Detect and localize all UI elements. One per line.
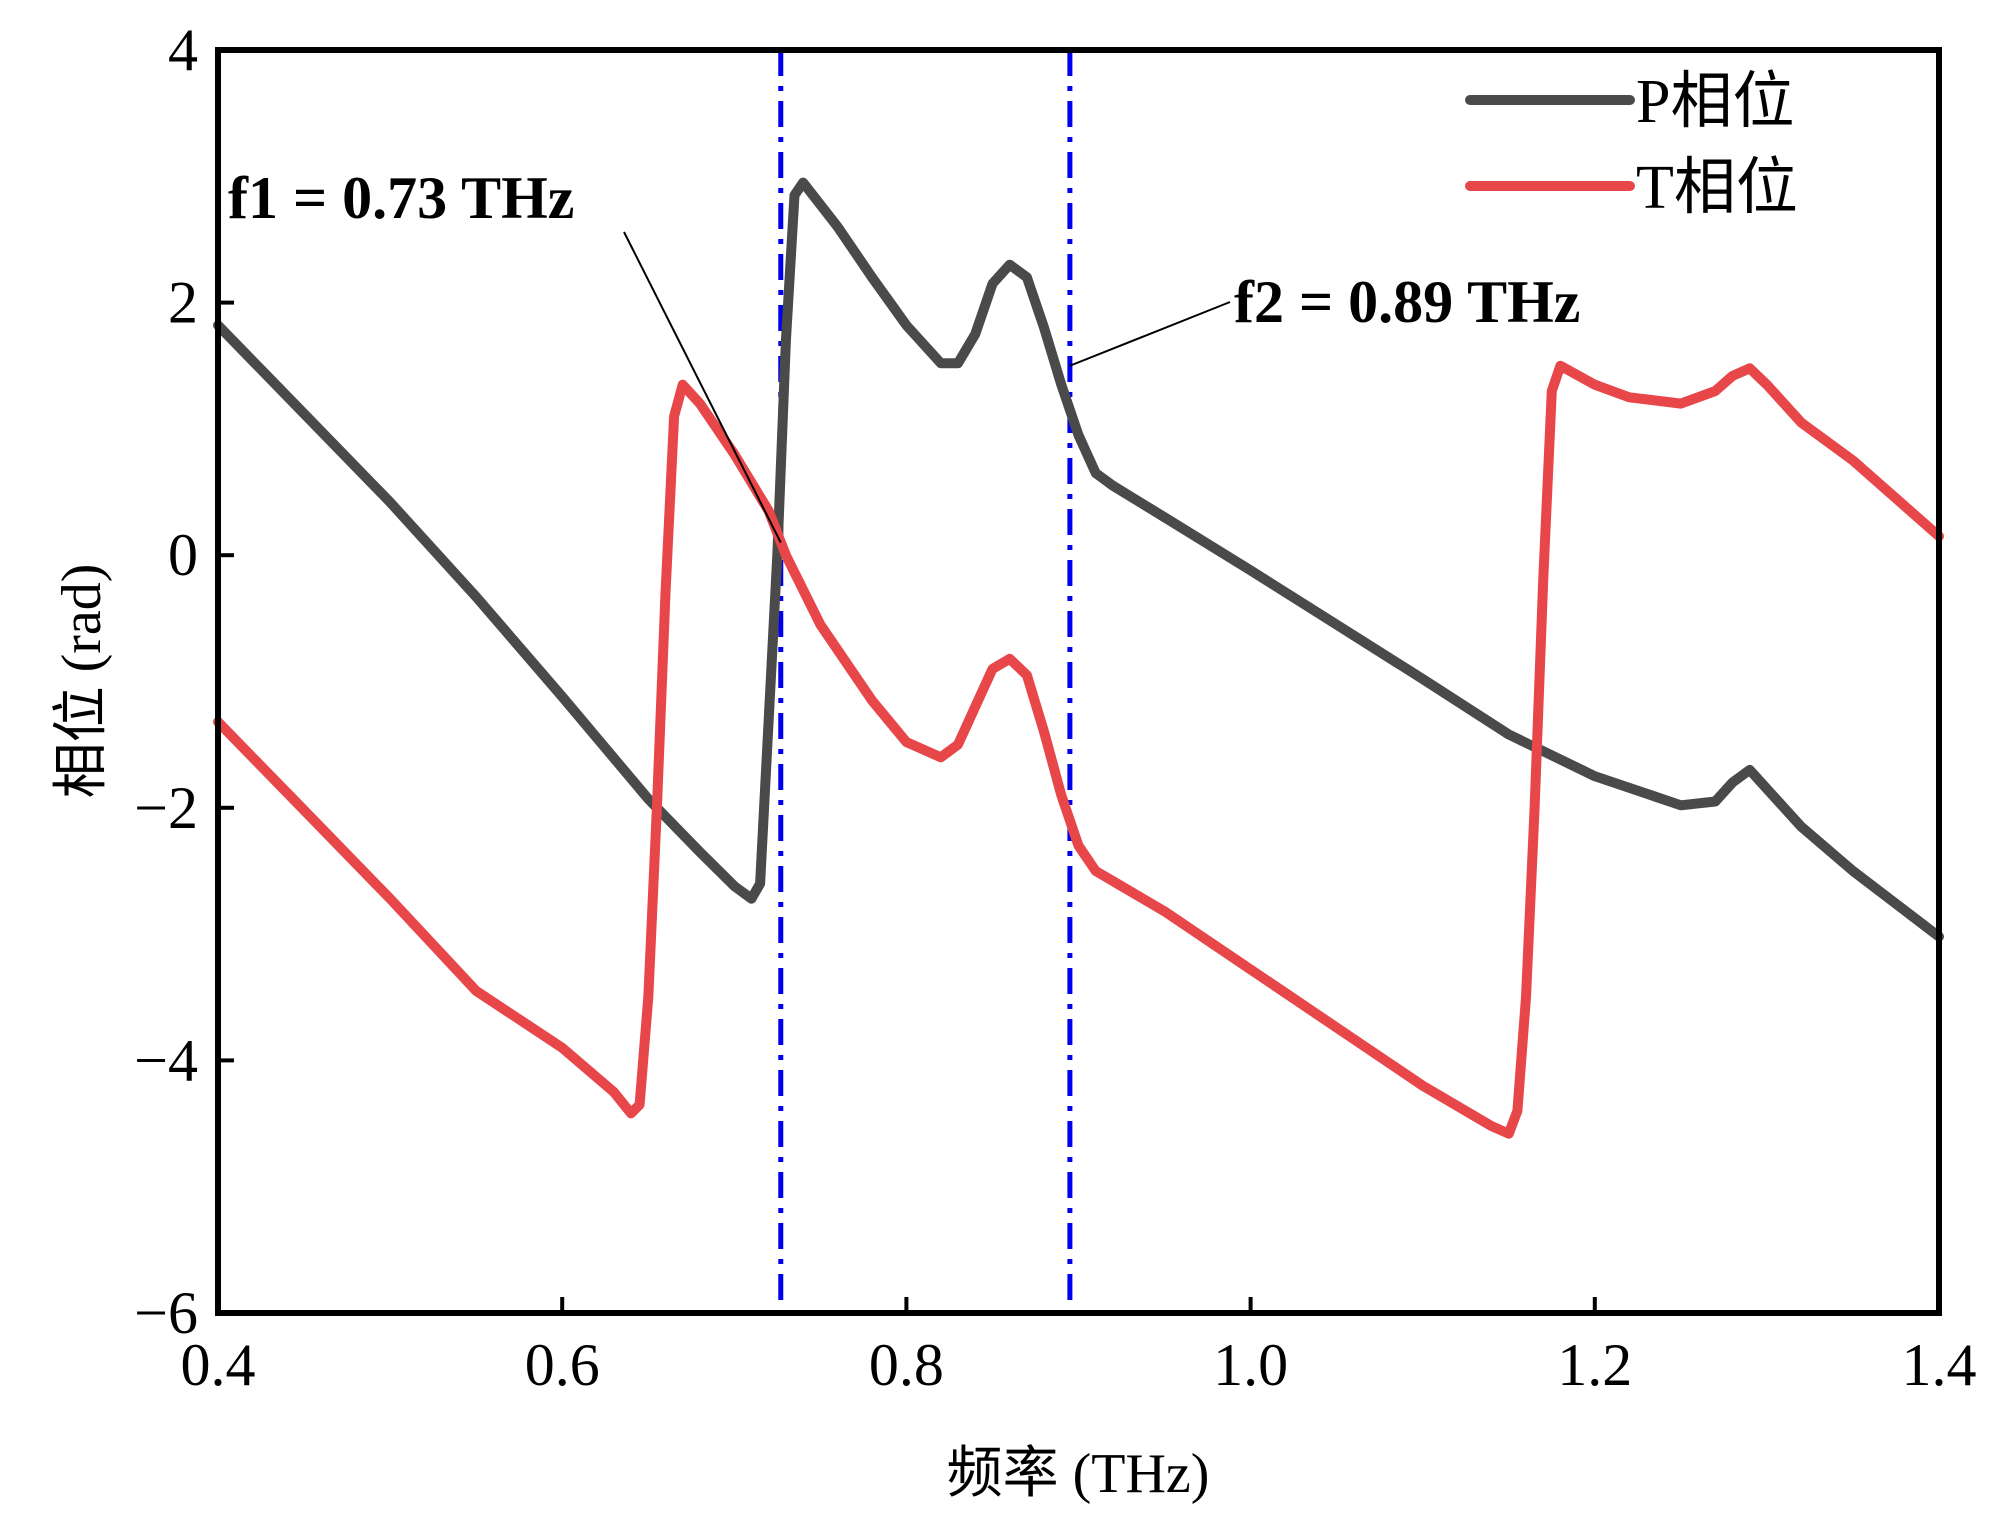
- x-tick-label: 1.2: [1557, 1332, 1632, 1398]
- annotation-leader-f1: [623, 231, 782, 544]
- series-line-t: [213, 360, 1944, 1139]
- plot-frame: [215, 47, 1942, 1316]
- reference-lines: [778, 50, 1073, 1313]
- x-axis-title: 频率 (THz): [947, 1443, 1210, 1505]
- y-tick-label: 0: [168, 522, 198, 588]
- legend: P相位 T相位: [1465, 68, 1798, 222]
- legend-label-p: P相位: [1636, 68, 1794, 136]
- y-tick-label: −2: [134, 775, 198, 841]
- annotation-leader-f2: [1069, 301, 1231, 367]
- x-tick-label: 0.4: [181, 1332, 256, 1398]
- y-tick-label: 2: [168, 270, 198, 336]
- tick-marks: [216, 48, 1941, 1315]
- annotation-f1: f1 = 0.73 THz: [228, 165, 574, 231]
- x-tick-labels: 0.4 0.6 0.8 1.0 1.2 1.4: [181, 1332, 1977, 1398]
- y-tick-label: −4: [134, 1027, 198, 1093]
- annotation-f2: f2 = 0.89 THz: [1234, 269, 1580, 335]
- annotations: f1 = 0.73 THz f2 = 0.89 THz: [228, 165, 1580, 544]
- y-tick-labels: −6 −4 −2 0 2 4: [134, 17, 198, 1346]
- series-lines: [213, 177, 1944, 1139]
- x-tick-label: 1.4: [1902, 1332, 1977, 1398]
- x-tick-label: 0.8: [869, 1332, 944, 1398]
- series-line-p: [213, 177, 1944, 942]
- y-tick-label: −6: [134, 1280, 198, 1346]
- x-tick-label: 0.6: [525, 1332, 600, 1398]
- x-tick-label: 1.0: [1213, 1332, 1288, 1398]
- legend-label-t: T相位: [1636, 154, 1798, 222]
- y-axis-title: 相位 (rad): [51, 564, 113, 799]
- y-tick-label: 4: [168, 17, 198, 83]
